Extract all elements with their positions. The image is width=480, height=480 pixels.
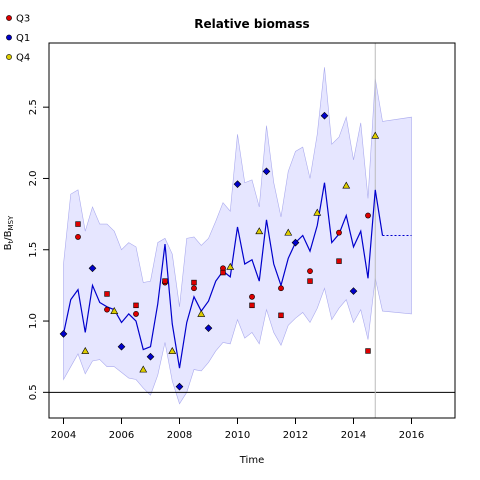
data-point (233, 180, 242, 188)
y-tick-label: 0.5 (28, 384, 39, 400)
data-point (278, 285, 284, 292)
y-label-sub1: t (7, 240, 15, 243)
data-point (249, 302, 255, 309)
plot-frame (48, 42, 456, 419)
series-square-1 (75, 221, 371, 354)
data-point (104, 306, 110, 313)
data-point (133, 311, 139, 317)
x-axis: 2004 2006 2008 2010 2012 2014 2016 (51, 418, 424, 441)
data-point (88, 264, 97, 273)
y-tick-label: 2.0 (28, 171, 39, 187)
y-tick-label: 2.5 (28, 99, 39, 115)
y-axis: 0.5 1.0 1.5 2.0 2.5 (28, 99, 49, 400)
data-point (146, 352, 155, 361)
data-point (336, 258, 342, 264)
data-point (117, 342, 126, 351)
data-point (284, 228, 293, 236)
data-point (168, 346, 177, 354)
plot-area (49, 43, 455, 418)
confidence-band (63, 67, 412, 405)
data-point (133, 302, 139, 309)
data-point (336, 229, 342, 236)
data-point (197, 309, 206, 317)
data-point (226, 262, 235, 270)
data-point (313, 208, 322, 216)
x-tick-label: 2012 (283, 430, 308, 441)
data-point (278, 312, 284, 319)
legend: Q3 Q1 Q4 (6, 14, 30, 64)
data-point (291, 238, 300, 247)
chart-title: Relative biomass (194, 17, 309, 31)
data-point (81, 346, 90, 354)
data-point (349, 287, 358, 295)
data-point (110, 307, 119, 314)
x-tick-label: 2004 (51, 430, 76, 441)
data-point (255, 227, 264, 235)
data-point (191, 285, 197, 292)
data-point (75, 221, 81, 227)
legend-marker-q3 (6, 15, 12, 21)
data-point (139, 365, 148, 373)
x-tick-label: 2006 (109, 430, 134, 441)
data-point (59, 330, 68, 338)
y-tick-label: 1.0 (28, 313, 39, 329)
x-tick-label: 2016 (399, 430, 424, 441)
data-point (262, 167, 271, 176)
data-point (371, 131, 380, 139)
x-tick-label: 2008 (167, 430, 192, 441)
series-triangle-3 (81, 131, 380, 373)
data-point (75, 234, 81, 240)
data-point (307, 278, 313, 284)
data-point (191, 279, 197, 286)
y-label-sub2: MSY (7, 215, 15, 230)
x-tick-label: 2014 (341, 430, 366, 441)
series-diamond-2 (59, 111, 358, 391)
data-point (104, 291, 110, 297)
legend-label-q4: Q4 (16, 53, 30, 64)
data-point (365, 348, 371, 354)
data-point (365, 212, 371, 219)
data-point (220, 269, 226, 276)
legend-marker-q1 (6, 34, 12, 41)
y-label-mid: /B (3, 230, 14, 240)
x-axis-label: Time (239, 455, 264, 466)
series-circle-0 (75, 212, 371, 317)
legend-marker-q4 (6, 54, 12, 60)
x-tick-label: 2010 (225, 430, 250, 441)
y-axis-label: Bt/BMSY (3, 215, 15, 250)
y-label-main: B (3, 243, 14, 250)
y-tick-label: 1.5 (28, 242, 39, 258)
legend-label-q3: Q3 (16, 14, 30, 25)
data-point (249, 293, 255, 300)
data-point (320, 111, 329, 120)
legend-label-q1: Q1 (16, 33, 30, 44)
data-point (307, 268, 313, 275)
data-point (175, 382, 184, 391)
data-point (342, 181, 351, 189)
data-point (204, 324, 213, 332)
data-point (162, 278, 168, 284)
